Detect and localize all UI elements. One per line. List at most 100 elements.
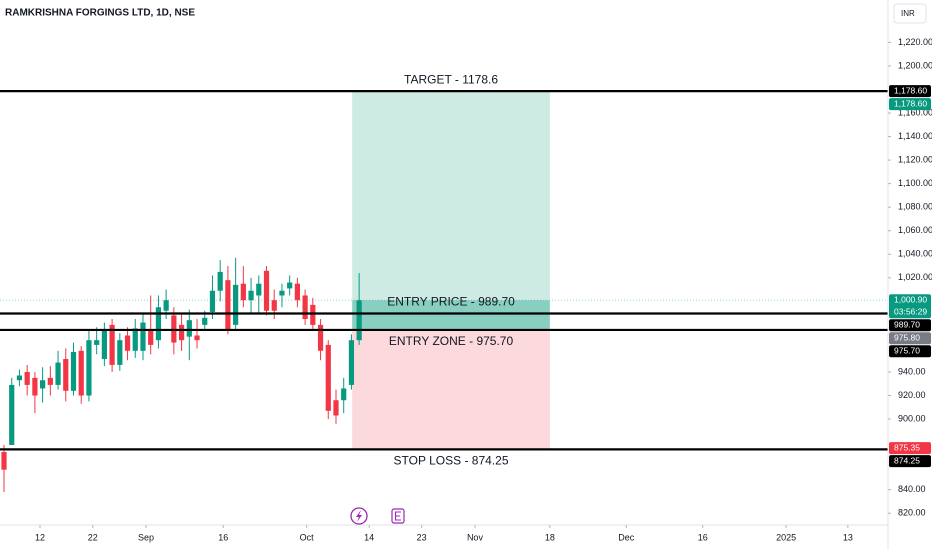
candle-body [294,283,300,301]
price-badge-label: 975.70 [894,346,920,356]
y-tick-label: 1,140.00 [898,131,932,141]
y-tick-label: 1,120.00 [898,154,932,164]
candle-body [248,290,254,301]
y-tick-label: 1,040.00 [898,249,932,259]
candle-body [341,388,347,401]
price-badge-label: 989.70 [894,320,920,330]
chart-title: RAMKRISHNA FORGINGS LTD, 1D, NSE [5,8,195,19]
price-badge-label: 975.80 [894,333,920,343]
dividends-icon[interactable] [350,507,368,525]
candle-body [40,380,46,389]
price-badge-label: 875.35 [894,442,920,452]
price-badge [889,85,931,98]
candle-body [217,271,223,291]
open-profit-band [352,300,550,330]
level-label: STOP LOSS - 874.25 [394,454,509,468]
candle-body [124,335,131,351]
candle-body [86,340,92,396]
y-tick-label: 1,100.00 [898,178,932,188]
candle-body [279,290,285,296]
candle-body [78,350,84,396]
candle-body [109,324,115,365]
price-badge [889,332,931,345]
countdown: 03:56:29 [894,307,927,317]
candle-body [310,304,316,325]
y-tick-label: 1,160.00 [898,107,932,117]
candle-body [178,324,185,341]
candle-body [1,452,7,470]
candle-body [263,270,270,311]
candle-body [148,330,154,345]
x-tick-label: Sep [138,532,154,542]
candle-body [225,280,231,330]
x-tick-label: 18 [545,532,555,542]
candle-body [55,362,61,385]
y-tick-label: 900.00 [898,413,926,423]
candle-body [317,324,324,351]
level-label: TARGET - 1178.6 [404,72,498,86]
candle-body [333,400,339,416]
x-tick-label: 16 [218,532,228,542]
candle-body [47,377,53,385]
x-tick-label: Nov [467,532,484,542]
candle-body [271,300,277,311]
candle-body [16,375,23,381]
price-badge-label: 1,178.60 [894,98,927,108]
earnings-icon[interactable] [391,508,405,524]
y-tick-label: 1,080.00 [898,202,932,212]
candle-body [117,340,123,365]
candle-body [287,282,293,289]
price-badge [889,294,931,319]
price-badge [889,442,931,455]
price-badge [889,345,931,358]
candle-body [132,328,138,351]
candle-body [356,300,362,341]
y-tick-label: 1,020.00 [898,272,932,282]
candle-body [233,284,239,325]
x-tick-label: 14 [364,532,374,542]
candle-body [63,359,69,391]
x-tick-label: 12 [35,532,45,542]
price-badge-label: 874.25 [894,455,920,465]
candle-body [348,340,355,385]
x-tick-label: 22 [88,532,98,542]
price-badge [889,319,931,332]
candle-body [155,307,162,341]
candle-body [94,340,100,345]
profit-zone [352,91,550,330]
x-tick-label: 2025 [776,532,796,542]
y-tick-label: 820.00 [898,508,926,518]
currency-button[interactable] [893,3,927,24]
x-tick-label: 13 [843,532,853,542]
candle-body [32,377,38,396]
x-tick-label: Dec [618,532,635,542]
level-label: ENTRY ZONE - 975.70 [389,334,514,348]
candle-body [194,335,200,341]
currency[interactable]: INR [901,9,915,18]
candle-body [186,320,192,337]
price-badge [889,455,931,468]
candle-body [140,322,146,351]
x-tick-label: 16 [698,532,708,542]
candle-body [202,317,208,325]
x-tick-label: 23 [417,532,427,542]
y-tick-label: 1,200.00 [898,60,932,70]
y-tick-label: 940.00 [898,366,926,376]
price-badge-label: 1,178.60 [894,85,927,95]
price-badge [889,98,931,111]
candle-body [70,351,77,391]
candle-body [101,330,107,360]
candle-body [256,283,262,296]
candle-body [325,344,331,411]
candle-body [240,283,246,301]
loss-zone [352,329,550,450]
candle-body [24,371,30,385]
candle-body [9,384,15,445]
price-badge-label: 1,000.90 [894,295,927,305]
candle-body [209,290,216,312]
y-tick-label: 840.00 [898,484,926,494]
y-tick-label: 920.00 [898,390,926,400]
level-label: ENTRY PRICE - 989.70 [387,295,515,309]
x-tick-label: Oct [300,532,315,542]
plot-area: TARGET - 1178.6 ENTRY PRICE - 989.70 ENTRY… [0,72,888,493]
